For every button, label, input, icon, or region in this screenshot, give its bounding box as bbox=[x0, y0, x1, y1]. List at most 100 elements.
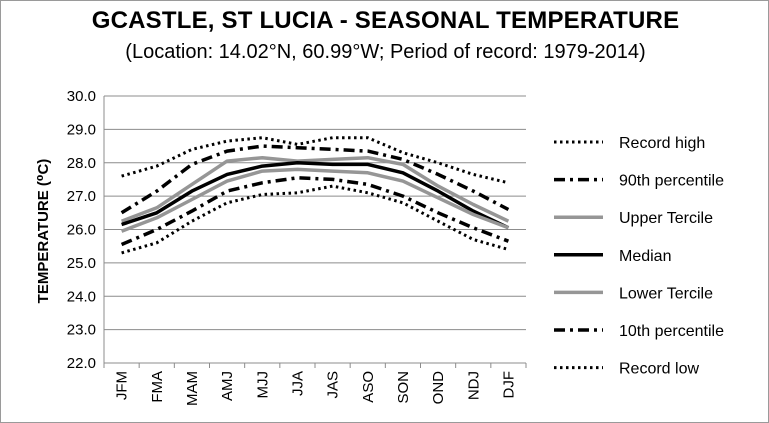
data-point-10th-percentile bbox=[331, 178, 333, 180]
data-point-record-low bbox=[296, 192, 298, 194]
x-tick-label: NDJ bbox=[465, 371, 482, 400]
data-point-lower-tercile bbox=[331, 170, 333, 172]
data-point-median bbox=[120, 223, 122, 225]
data-point-record-low bbox=[226, 202, 228, 204]
data-point-90th-percentile bbox=[226, 150, 228, 152]
data-point-record-high bbox=[331, 137, 333, 139]
data-point-record-low bbox=[331, 185, 333, 187]
data-point-upper-tercile bbox=[120, 220, 122, 222]
data-point-median bbox=[402, 172, 404, 174]
x-tick-label: ASO bbox=[360, 371, 377, 403]
data-point-90th-percentile bbox=[261, 145, 263, 147]
gridlines bbox=[104, 95, 526, 364]
data-point-lower-tercile bbox=[472, 213, 474, 215]
chart-subtitle: (Location: 14.02°N, 60.99°W; Period of r… bbox=[125, 41, 646, 63]
series-line-10th-percentile bbox=[120, 176, 510, 247]
x-tick-label: FMA bbox=[149, 371, 166, 403]
x-tick-label: JJA bbox=[289, 371, 306, 396]
data-point-10th-percentile bbox=[156, 228, 158, 230]
data-point-upper-tercile bbox=[472, 203, 474, 205]
data-point-upper-tercile bbox=[191, 183, 193, 185]
data-point-record-low bbox=[472, 238, 474, 240]
data-point-record-high bbox=[472, 173, 474, 175]
y-tick-label: 23.0 bbox=[67, 322, 96, 339]
data-point-upper-tercile bbox=[367, 157, 369, 159]
data-point-upper-tercile bbox=[226, 160, 228, 162]
data-point-record-low bbox=[507, 248, 509, 250]
data-point-lower-tercile bbox=[261, 170, 263, 172]
data-point-10th-percentile bbox=[296, 177, 298, 179]
data-point-90th-percentile bbox=[472, 190, 474, 192]
data-point-10th-percentile bbox=[226, 190, 228, 192]
x-tick-label: SON bbox=[395, 371, 412, 404]
legend-label-upper-tercile: Upper Tercile bbox=[619, 210, 713, 227]
x-tick-label: DJF bbox=[500, 371, 517, 399]
data-point-lower-tercile bbox=[156, 217, 158, 219]
data-point-median bbox=[156, 212, 158, 214]
legend-label-median: Median bbox=[619, 248, 671, 265]
chart-title: GCASTLE, ST LUCIA - SEASONAL TEMPERATURE bbox=[91, 7, 680, 34]
y-tick-label: 28.0 bbox=[67, 155, 96, 172]
data-point-record-high bbox=[191, 148, 193, 150]
data-point-upper-tercile bbox=[507, 220, 509, 222]
data-point-record-high bbox=[261, 137, 263, 139]
data-point-90th-percentile bbox=[437, 173, 439, 175]
data-point-10th-percentile bbox=[120, 243, 122, 245]
data-point-record-high bbox=[437, 162, 439, 164]
data-point-upper-tercile bbox=[261, 157, 263, 159]
y-tick-label: 26.0 bbox=[67, 222, 96, 239]
y-tick-label: 22.0 bbox=[67, 355, 96, 372]
y-axis-title: TEMPERATURE (⁰C) bbox=[35, 159, 52, 304]
data-point-record-low bbox=[367, 192, 369, 194]
data-point-10th-percentile bbox=[367, 183, 369, 185]
data-point-median bbox=[472, 210, 474, 212]
axes: 22.0 23.0 24.0 25.0 26.0 27.0 28.0 29.0 30.0 JFM F… bbox=[67, 88, 527, 406]
series-lines bbox=[120, 136, 510, 255]
data-point-10th-percentile bbox=[191, 210, 193, 212]
data-point-upper-tercile bbox=[156, 207, 158, 209]
x-tick-label: OND bbox=[430, 371, 447, 405]
data-point-record-high bbox=[402, 152, 404, 154]
series-line-median bbox=[121, 161, 510, 230]
y-tick-label: 27.0 bbox=[67, 188, 96, 205]
data-point-lower-tercile bbox=[296, 168, 298, 170]
data-point-lower-tercile bbox=[226, 180, 228, 182]
data-point-90th-percentile bbox=[191, 163, 193, 165]
data-point-median bbox=[296, 162, 298, 164]
data-point-median bbox=[331, 163, 333, 165]
data-point-record-low bbox=[261, 193, 263, 195]
data-point-10th-percentile bbox=[472, 227, 474, 229]
data-point-upper-tercile bbox=[331, 158, 333, 160]
legend-label-record-high: Record high bbox=[619, 135, 705, 152]
data-point-90th-percentile bbox=[507, 208, 509, 210]
data-point-record-high bbox=[296, 143, 298, 145]
data-point-median bbox=[191, 190, 193, 192]
data-point-10th-percentile bbox=[402, 195, 404, 197]
series-line-lower-tercile bbox=[120, 167, 510, 233]
legend-label-90th-percentile: 90th percentile bbox=[619, 173, 724, 190]
data-point-lower-tercile bbox=[437, 197, 439, 199]
data-point-10th-percentile bbox=[437, 212, 439, 214]
y-tick-label: 29.0 bbox=[67, 121, 96, 138]
data-point-lower-tercile bbox=[402, 180, 404, 182]
y-tick-label: 30.0 bbox=[67, 88, 96, 105]
data-point-90th-percentile bbox=[331, 148, 333, 150]
data-point-record-high bbox=[507, 182, 509, 184]
data-point-lower-tercile bbox=[507, 227, 509, 229]
data-point-upper-tercile bbox=[437, 185, 439, 187]
data-point-90th-percentile bbox=[156, 190, 158, 192]
data-point-record-low bbox=[191, 220, 193, 222]
data-point-90th-percentile bbox=[120, 212, 122, 214]
data-point-record-high bbox=[367, 137, 369, 139]
data-point-lower-tercile bbox=[120, 230, 122, 232]
x-tick-label: JAS bbox=[325, 371, 342, 399]
legend-label-lower-tercile: Lower Tercile bbox=[619, 285, 713, 302]
data-point-record-low bbox=[437, 220, 439, 222]
data-point-10th-percentile bbox=[261, 182, 263, 184]
data-point-90th-percentile bbox=[296, 147, 298, 149]
series-line-record-low bbox=[121, 184, 509, 255]
data-point-lower-tercile bbox=[191, 198, 193, 200]
data-point-90th-percentile bbox=[367, 150, 369, 152]
